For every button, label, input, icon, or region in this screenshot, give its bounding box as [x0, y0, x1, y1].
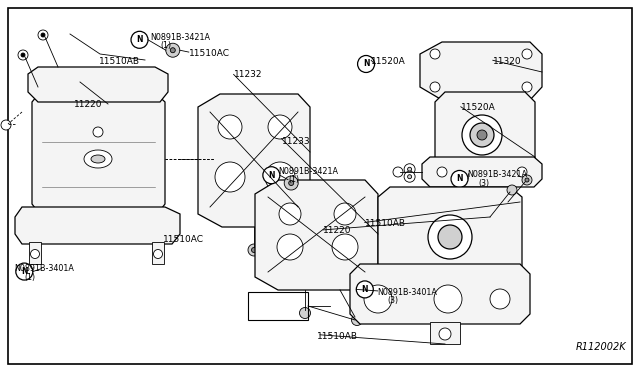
Text: N0891B-3421A: N0891B-3421A	[278, 167, 339, 176]
Circle shape	[437, 167, 447, 177]
Circle shape	[517, 167, 527, 177]
Circle shape	[477, 130, 487, 140]
Text: R112002K: R112002K	[575, 342, 626, 352]
Text: N0891B-3401A: N0891B-3401A	[378, 288, 438, 296]
Text: 11510AB: 11510AB	[99, 57, 140, 66]
Circle shape	[154, 250, 163, 259]
Circle shape	[439, 328, 451, 340]
Text: N: N	[363, 60, 369, 68]
Polygon shape	[350, 264, 530, 324]
Circle shape	[21, 53, 25, 57]
Text: 11520A: 11520A	[371, 57, 406, 66]
Circle shape	[166, 43, 180, 57]
Bar	[430, 322, 460, 344]
Text: (1): (1)	[288, 175, 299, 184]
Circle shape	[277, 234, 303, 260]
Circle shape	[525, 178, 529, 182]
Circle shape	[430, 49, 440, 59]
Circle shape	[438, 225, 462, 249]
Circle shape	[289, 180, 294, 186]
Circle shape	[334, 203, 356, 225]
Circle shape	[279, 203, 301, 225]
Circle shape	[16, 263, 33, 280]
Circle shape	[408, 167, 412, 171]
Circle shape	[248, 244, 260, 256]
Circle shape	[364, 285, 392, 313]
Text: 11520A: 11520A	[461, 103, 495, 112]
Circle shape	[522, 49, 532, 59]
Circle shape	[332, 234, 358, 260]
Circle shape	[428, 215, 472, 259]
Text: N: N	[21, 267, 28, 276]
Text: 11510AB: 11510AB	[317, 332, 358, 341]
Text: 11510AC: 11510AC	[163, 235, 204, 244]
Circle shape	[358, 55, 374, 73]
Text: 11233: 11233	[282, 137, 310, 146]
Bar	[152, 242, 164, 264]
Text: (1): (1)	[160, 41, 171, 50]
Text: (3): (3)	[387, 296, 398, 305]
Circle shape	[268, 115, 292, 139]
Text: (3): (3)	[479, 179, 490, 188]
Circle shape	[408, 175, 412, 179]
Circle shape	[430, 82, 440, 92]
Circle shape	[434, 285, 462, 313]
Circle shape	[507, 185, 517, 195]
Circle shape	[131, 31, 148, 48]
Circle shape	[490, 289, 510, 309]
Polygon shape	[422, 157, 542, 187]
Bar	[29, 242, 41, 264]
Text: 11232: 11232	[234, 70, 262, 79]
Circle shape	[451, 170, 468, 187]
Polygon shape	[420, 42, 542, 100]
Text: 11220: 11220	[323, 226, 352, 235]
Circle shape	[284, 176, 298, 190]
Circle shape	[31, 250, 40, 259]
Circle shape	[470, 123, 494, 147]
Circle shape	[300, 308, 310, 318]
Polygon shape	[15, 207, 180, 244]
Polygon shape	[378, 187, 522, 277]
Circle shape	[218, 115, 242, 139]
Circle shape	[41, 33, 45, 37]
Circle shape	[462, 115, 502, 155]
Text: N0891B-3401A: N0891B-3401A	[14, 264, 74, 273]
Text: (1): (1)	[24, 273, 35, 282]
Circle shape	[1, 120, 11, 130]
Ellipse shape	[84, 150, 112, 168]
Polygon shape	[28, 67, 168, 102]
Circle shape	[356, 281, 373, 298]
Text: N0891B-3421A: N0891B-3421A	[150, 33, 211, 42]
Circle shape	[215, 162, 245, 192]
Text: N: N	[268, 171, 275, 180]
Text: 11510AC: 11510AC	[189, 49, 230, 58]
Circle shape	[522, 82, 532, 92]
Ellipse shape	[91, 155, 105, 163]
Text: N0891B-3421A: N0891B-3421A	[467, 170, 527, 179]
Text: 11510AB: 11510AB	[365, 219, 406, 228]
Circle shape	[252, 247, 257, 253]
Text: 11320: 11320	[493, 57, 522, 66]
Polygon shape	[255, 180, 378, 290]
Circle shape	[404, 164, 415, 175]
Polygon shape	[198, 94, 310, 227]
Bar	[248, 292, 308, 320]
Circle shape	[93, 127, 103, 137]
Circle shape	[263, 167, 280, 184]
Polygon shape	[32, 90, 165, 217]
Text: 11220: 11220	[74, 100, 102, 109]
Text: N: N	[456, 174, 463, 183]
Text: N: N	[136, 35, 143, 44]
Circle shape	[265, 162, 295, 192]
Circle shape	[351, 314, 362, 326]
Circle shape	[393, 167, 403, 177]
Circle shape	[38, 30, 48, 40]
Circle shape	[18, 50, 28, 60]
Text: N: N	[362, 285, 368, 294]
Circle shape	[404, 171, 415, 182]
Polygon shape	[435, 92, 535, 177]
Circle shape	[170, 48, 175, 53]
Circle shape	[522, 175, 532, 185]
